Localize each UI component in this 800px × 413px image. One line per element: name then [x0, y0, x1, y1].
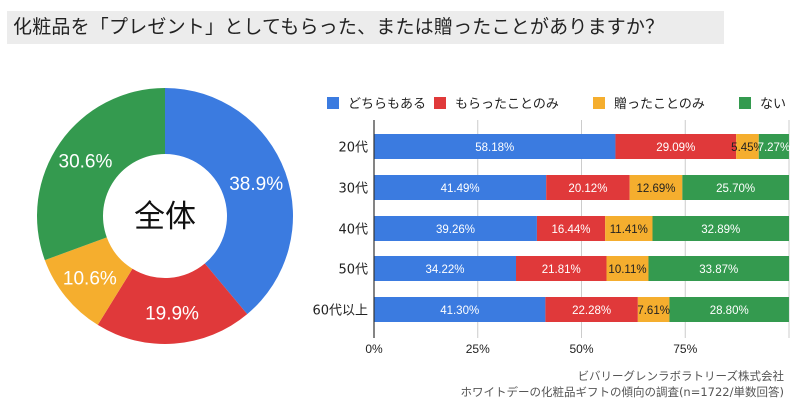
- legend-item-both: どちらもある: [327, 93, 426, 112]
- category-label: 60代以上: [312, 304, 368, 319]
- bar-value-label: 7.27%: [758, 142, 791, 154]
- legend-item-received-only: もらったことのみ: [434, 93, 559, 112]
- bar-value-label: 7.61%: [637, 305, 670, 317]
- donut-slice-label: 30.6%: [59, 151, 113, 172]
- bar-segment: [374, 297, 546, 322]
- bar-segment: [606, 256, 649, 281]
- bar-value-label: 11.41%: [610, 224, 648, 236]
- bar-segment: [637, 297, 670, 322]
- legend-swatch-both: [327, 96, 339, 109]
- bar-segment: [736, 134, 759, 159]
- bar-value-label: 16.44%: [552, 224, 591, 236]
- legend-label-gave-only: 贈ったことのみ: [614, 97, 705, 112]
- legend-item-none: ない: [739, 93, 786, 112]
- donut-slice-label: 19.9%: [145, 304, 199, 325]
- bar-segment: [545, 297, 638, 322]
- bar-value-label: 22.28%: [572, 305, 611, 317]
- bar-value-label: 20.12%: [568, 183, 607, 195]
- bar-segment: [374, 256, 517, 281]
- legend-item-gave-only: 贈ったことのみ: [593, 93, 705, 112]
- bar-segment: [536, 216, 606, 241]
- bar-value-label: 5.45%: [731, 142, 764, 154]
- donut-slice-label: 10.6%: [63, 268, 117, 289]
- title-bar: 化粧品を「プレゼント」としてもらった、または贈ったことがありますか？: [7, 11, 724, 44]
- donut-slice-label: 38.9%: [229, 174, 283, 195]
- bar-value-label: 12.69%: [637, 183, 676, 195]
- category-label: 50代: [338, 263, 368, 278]
- bar-segment: [648, 256, 790, 281]
- bar-value-label: 25.70%: [716, 183, 755, 195]
- bar-value-label: 41.30%: [440, 305, 479, 317]
- bar-segment: [374, 175, 547, 200]
- x-tick-label: 50%: [569, 342, 593, 356]
- legend-label-both: どちらもある: [348, 97, 427, 112]
- donut-slice: [165, 88, 293, 315]
- bar-segment: [374, 134, 616, 159]
- bar-value-label: 58.18%: [475, 142, 514, 154]
- donut-slice: [44, 237, 133, 325]
- donut-slice: [37, 88, 166, 261]
- category-label: 30代: [338, 182, 368, 197]
- bar-segment: [652, 216, 789, 241]
- x-tick-label: 75%: [673, 342, 697, 356]
- bar-segment: [758, 134, 789, 159]
- donut-slice: [97, 263, 248, 344]
- bar-value-label: 41.49%: [441, 183, 480, 195]
- x-tick-label: 25%: [466, 342, 490, 356]
- x-tick-label: 0%: [365, 342, 383, 356]
- bar-value-label: 29.09%: [656, 142, 695, 154]
- legend-label-received-only: もらったことのみ: [455, 97, 559, 112]
- bar-value-label: 39.26%: [436, 224, 475, 236]
- bar-value-label: 10.11%: [608, 264, 646, 276]
- donut-chart: 38.9% 19.9% 10.6% 30.6% 全体: [37, 88, 293, 344]
- legend-label-none: ない: [760, 97, 787, 112]
- bar-value-label: 21.81%: [542, 264, 581, 276]
- legend-swatch-none: [739, 96, 751, 109]
- credit-company: ビバリーグレンラボラトリーズ株式会社: [577, 369, 784, 383]
- page-title: 化粧品を「プレゼント」としてもらった、または贈ったことがありますか？: [13, 16, 665, 38]
- category-label: 20代: [338, 141, 368, 156]
- bar-value-label: 34.22%: [425, 264, 464, 276]
- category-label: 40代: [338, 223, 368, 238]
- bar-value-label: 32.89%: [701, 224, 740, 236]
- bar-segment: [516, 256, 607, 281]
- bar-value-label: 33.87%: [699, 264, 738, 276]
- bar-value-label: 28.80%: [710, 305, 749, 317]
- bar-segment: [615, 134, 737, 159]
- bar-segment: [629, 175, 683, 200]
- bar-segment: [605, 216, 653, 241]
- credit-survey: ホワイトデーの化粧品ギフトの傾向の調査(n=1722/単数回答): [460, 385, 784, 399]
- bar-segment: [669, 297, 789, 322]
- bar-segment: [374, 216, 537, 241]
- legend-swatch-gave-only: [593, 96, 605, 109]
- bar-segment: [546, 175, 630, 200]
- stacked-bar-chart: 58.18% 29.09% 5.45%7.27% 20代 41.49% 20.12% 12.…: [312, 120, 791, 356]
- bar-segment: [682, 175, 789, 200]
- legend-swatch-received-only: [434, 96, 446, 109]
- donut-center-label: 全体: [134, 199, 196, 235]
